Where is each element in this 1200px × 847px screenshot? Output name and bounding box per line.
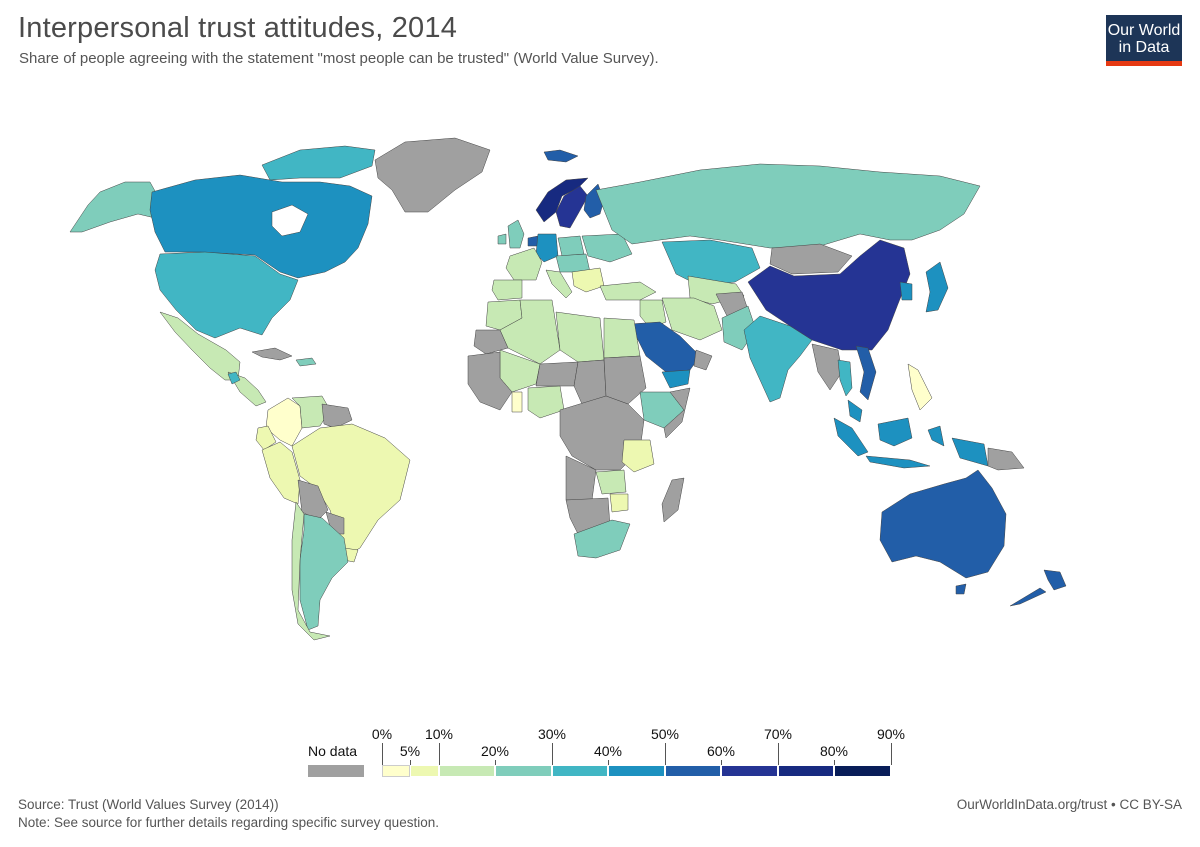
region-france[interactable]	[505, 247, 543, 281]
region-indonesia-borneo[interactable]	[877, 417, 913, 447]
region-australia[interactable]	[879, 469, 1007, 579]
region-new-zealand-north[interactable]	[1043, 569, 1067, 591]
region-madagascar[interactable]	[661, 477, 685, 523]
region-south-africa[interactable]	[573, 519, 631, 559]
region-philippines[interactable]	[907, 363, 933, 411]
credit-link[interactable]: OurWorldInData.org/trust • CC BY-SA	[956, 797, 1182, 812]
region-india[interactable]	[743, 315, 813, 403]
region-zimbabwe[interactable]	[609, 493, 629, 513]
chart-subtitle: Share of people agreeing with the statem…	[19, 50, 659, 67]
logo-line-2: in Data	[1118, 39, 1170, 56]
region-ukraine[interactable]	[581, 233, 633, 263]
region-indonesia-sumatra[interactable]	[833, 417, 869, 457]
region-peru[interactable]	[261, 441, 301, 505]
region-central-europe[interactable]	[555, 253, 591, 273]
region-bolivia[interactable]	[297, 479, 329, 521]
footnote: Note: See source for further details reg…	[18, 815, 439, 830]
region-indonesia-sulawesi[interactable]	[927, 425, 945, 447]
region-malaysia[interactable]	[847, 399, 863, 423]
chart-title: Interpersonal trust attitudes, 2014	[18, 12, 458, 44]
region-canada-arctic[interactable]	[261, 145, 376, 181]
region-egypt[interactable]	[603, 317, 641, 359]
region-new-zealand-south[interactable]	[1009, 587, 1047, 607]
region-west-sahara[interactable]	[473, 329, 509, 355]
region-poland[interactable]	[557, 235, 585, 257]
owid-logo[interactable]: Our World in Data	[1106, 15, 1182, 66]
region-tasmania[interactable]	[955, 583, 967, 595]
region-kazakhstan[interactable]	[661, 239, 761, 287]
region-sudan[interactable]	[603, 355, 647, 405]
region-turkey[interactable]	[599, 281, 657, 301]
region-mongolia[interactable]	[769, 243, 853, 275]
region-italy[interactable]	[545, 269, 573, 299]
region-chile[interactable]	[291, 501, 331, 641]
region-southeast-asia-mainland[interactable]	[811, 343, 843, 391]
region-iceland[interactable]	[543, 149, 579, 163]
region-new-guinea-east[interactable]	[987, 447, 1025, 471]
region-niger[interactable]	[535, 361, 579, 387]
region-spain[interactable]	[491, 279, 523, 301]
region-greenland[interactable]	[374, 137, 491, 213]
region-mexico[interactable]	[159, 311, 241, 381]
region-zambia[interactable]	[595, 469, 627, 495]
region-guatemala[interactable]	[227, 371, 241, 385]
region-balkans[interactable]	[571, 267, 605, 293]
region-cuba[interactable]	[251, 347, 293, 361]
region-netherlands[interactable]	[527, 235, 539, 247]
region-ireland[interactable]	[497, 233, 507, 245]
region-germany[interactable]	[535, 233, 559, 263]
region-venezuela[interactable]	[291, 395, 331, 429]
region-caribbean[interactable]	[295, 357, 317, 367]
region-korea[interactable]	[899, 281, 913, 301]
region-oman[interactable]	[693, 349, 713, 371]
region-united-states[interactable]	[154, 251, 299, 339]
source-note: Source: Trust (World Values Survey (2014…	[18, 797, 279, 812]
region-uk[interactable]	[507, 219, 525, 249]
region-sweden[interactable]	[555, 185, 589, 229]
region-japan[interactable]	[925, 261, 949, 313]
region-algeria[interactable]	[499, 299, 561, 365]
region-ghana[interactable]	[511, 391, 523, 413]
region-somalia[interactable]	[663, 387, 691, 439]
region-nigeria[interactable]	[527, 385, 565, 419]
region-west-africa-coast[interactable]	[467, 351, 513, 411]
region-new-guinea-west[interactable]	[951, 437, 989, 467]
region-indonesia-java[interactable]	[865, 455, 931, 469]
region-libya[interactable]	[555, 311, 605, 363]
logo-line-1: Our World	[1107, 22, 1181, 39]
region-iran[interactable]	[661, 297, 723, 341]
region-yemen[interactable]	[661, 369, 691, 389]
region-ecuador[interactable]	[255, 425, 277, 451]
region-thailand[interactable]	[837, 359, 853, 397]
region-russia[interactable]	[595, 163, 981, 249]
region-alaska[interactable]	[69, 181, 161, 233]
hudson-bay	[271, 204, 309, 237]
region-vietnam[interactable]	[855, 345, 877, 401]
region-guianas[interactable]	[321, 403, 353, 429]
region-tanzania[interactable]	[621, 439, 655, 473]
